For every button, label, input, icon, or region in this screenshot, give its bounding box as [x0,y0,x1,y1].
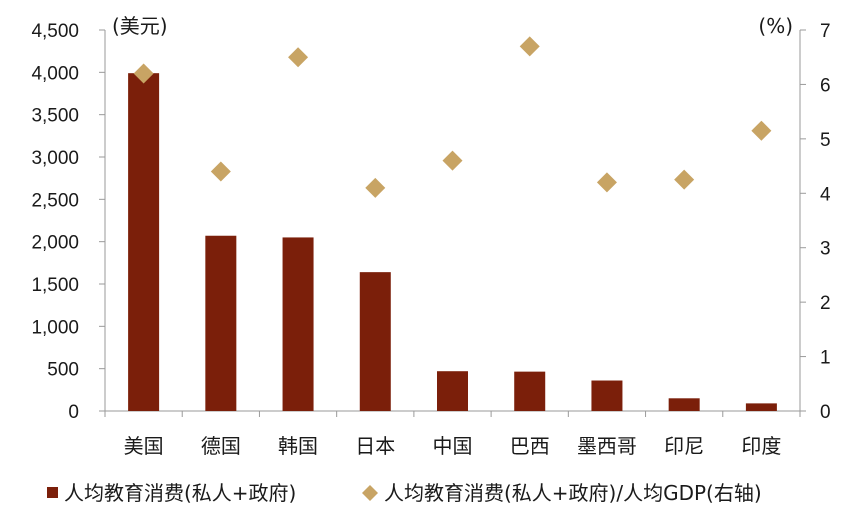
left-axis: 0 500 1,000 1,500 2,000 2,500 3,000 3,500 4,000 4… [31,21,106,423]
ratio-point [674,169,695,190]
right-tick-label: 1 [820,348,831,369]
left-tick-label: 4,500 [31,21,79,42]
ratio-point [519,36,540,57]
category-label: 德国 [201,434,241,458]
ratio-point [210,161,231,182]
ratio-point [751,120,772,141]
ratio-series [133,36,772,198]
bar-series [128,73,777,412]
right-tick-label: 4 [820,184,831,205]
category-label: 韩国 [278,434,318,458]
ratio-point [596,172,617,193]
ratio-point [288,47,309,68]
bar [668,398,700,411]
category-label: 美国 [124,434,164,458]
right-axis-unit: (%) [758,14,793,38]
left-tick-label: 2,000 [31,233,79,254]
right-tick-label: 7 [820,21,831,42]
bar [282,237,314,411]
right-tick-label: 5 [820,130,831,151]
left-tick-label: 0 [68,402,79,423]
category-label: 巴西 [510,434,550,458]
bar [745,403,777,411]
legend-ratio-label: 人均教育消费(私人+政府)/人均GDP(右轴) [384,481,762,505]
legend-diamond-swatch [362,485,378,501]
category-label: 中国 [433,434,473,458]
left-tick-label: 1,500 [31,275,79,296]
left-tick-label: 1,000 [31,317,79,338]
bar [591,380,623,411]
category-label: 日本 [355,434,395,458]
left-tick-label: 3,500 [31,106,79,127]
left-axis-unit: (美元) [112,14,168,38]
right-tick-label: 6 [820,75,831,96]
bar [514,371,546,411]
legend: 人均教育消费(私人+政府) 人均教育消费(私人+政府)/人均GDP(右轴) [47,481,762,505]
ratio-point [133,63,154,84]
right-tick-label: 3 [820,239,831,260]
bar [128,73,160,412]
right-tick-label: 2 [820,293,831,314]
category-label: 墨西哥 [577,434,637,458]
left-tick-label: 4,000 [31,63,79,84]
right-axis: 0 1 2 3 4 5 6 7 [799,21,831,423]
bar [437,371,468,411]
left-tick-label: 2,500 [31,190,79,211]
right-tick-label: 0 [820,402,831,423]
legend-bar-label: 人均教育消费(私人+政府) [64,481,296,505]
left-tick-label: 500 [47,360,79,381]
ratio-point [365,177,386,198]
ratio-point [442,150,463,171]
bar [359,272,391,411]
bar [205,235,237,411]
x-axis: 美国 德国 韩国 日本 中国 巴西 墨西哥 印尼 印度 [104,410,801,458]
category-label: 印尼 [664,434,704,458]
category-label: 印度 [741,434,781,458]
left-tick-label: 3,000 [31,148,79,169]
legend-bar-swatch [47,487,58,498]
